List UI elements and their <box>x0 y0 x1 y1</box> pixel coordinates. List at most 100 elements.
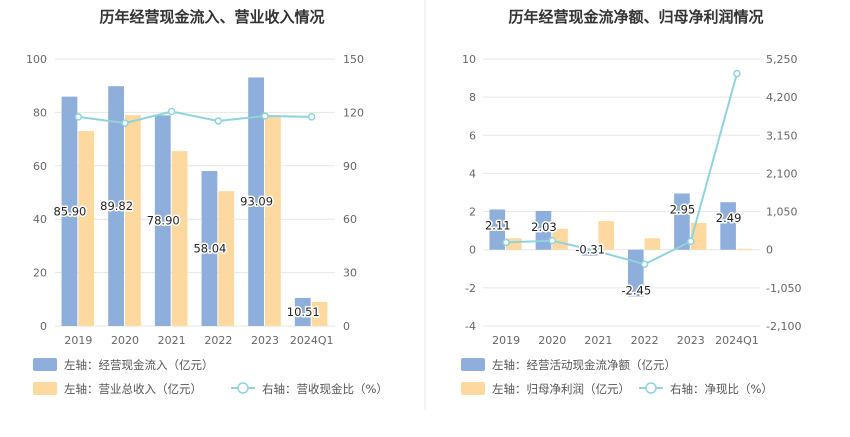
y-left-tick-label: 6 <box>469 129 476 142</box>
bar-secondary <box>552 228 568 250</box>
x-tick-label: 2020 <box>111 334 139 347</box>
y-right-tick-label: 0 <box>343 320 350 333</box>
y-left-tick-label: 100 <box>26 53 47 66</box>
y-right-tick-label: 3,150 <box>766 129 798 142</box>
bar-data-label: 2.95 <box>670 202 696 216</box>
y-right-tick-label: 0 <box>766 244 773 257</box>
legend-label: 左轴：营业总收入（亿元） <box>64 382 202 396</box>
y-right-tick-label: 150 <box>343 53 364 66</box>
y-left-tick-label: -4 <box>465 320 476 333</box>
legend-swatch-line-marker <box>237 382 249 394</box>
bar-secondary <box>78 131 95 326</box>
y-left-tick-label: 20 <box>33 267 47 280</box>
bar-data-label: -0.31 <box>575 243 605 257</box>
legend-label: 左轴：经营现金流入（亿元） <box>64 358 214 372</box>
line-point <box>594 247 603 256</box>
bar-secondary <box>265 115 281 326</box>
y-right-tick-label: -2,100 <box>766 320 801 333</box>
line-point <box>74 113 83 121</box>
y-right-tick-label: 120 <box>343 106 364 119</box>
bar-secondary <box>736 248 753 250</box>
bar-secondary <box>506 238 522 250</box>
legend-swatch-line-marker <box>645 382 657 394</box>
bar-secondary <box>218 191 235 326</box>
y-right-tick-label: 30 <box>343 267 357 280</box>
legend-label: 左轴：经营活动现金流净额（亿元） <box>492 358 676 372</box>
bar-primary <box>248 77 264 326</box>
line-point <box>733 69 741 78</box>
bar-primary <box>201 171 218 326</box>
bar-data-label: 85.90 <box>53 204 86 218</box>
bar-secondary <box>644 238 661 250</box>
line-point <box>167 107 176 116</box>
legend-swatch-secondary <box>33 382 57 395</box>
line-point <box>214 117 223 125</box>
x-tick-label: 2020 <box>538 334 566 347</box>
y-left-tick-label: -2 <box>465 282 476 295</box>
y-left-tick-label: 4 <box>469 167 476 180</box>
bar-primary <box>581 249 598 256</box>
y-right-tick-label: 4,200 <box>766 91 798 104</box>
bar-secondary <box>311 301 328 326</box>
line-point <box>307 113 316 121</box>
legend-label: 右轴：营收现金比（%） <box>262 382 388 396</box>
y-left-tick-label: 8 <box>469 91 476 104</box>
bar-data-label: 58.04 <box>193 242 226 256</box>
y-left-tick-label: 0 <box>40 320 47 333</box>
bar-data-label: 89.82 <box>100 199 133 213</box>
chart-title: 历年经营现金流入、营业收入情况 <box>99 8 324 26</box>
y-right-tick-label: 60 <box>343 213 357 226</box>
line-point <box>261 112 269 120</box>
y-left-tick-label: 60 <box>33 160 47 173</box>
y-left-tick-label: 2 <box>469 206 476 219</box>
x-tick-label: 2022 <box>204 334 232 347</box>
x-tick-label: 2021 <box>584 334 612 347</box>
line-point <box>548 236 556 245</box>
bar-primary <box>108 86 124 326</box>
bar-primary <box>720 202 736 250</box>
y-left-tick-label: 80 <box>33 106 47 119</box>
y-right-tick-label: -1,050 <box>766 282 801 295</box>
bar-data-label: -2.45 <box>621 283 651 297</box>
y-right-tick-label: 1,050 <box>766 206 798 219</box>
series-line <box>506 73 738 266</box>
series-line <box>78 110 312 125</box>
legend-swatch-primary <box>461 358 485 371</box>
x-tick-label: 2019 <box>492 334 520 347</box>
bar-primary <box>154 115 171 326</box>
bar-primary <box>674 193 690 250</box>
chart-title: 历年经营现金流净额、归母净利润情况 <box>508 8 763 26</box>
bar-data-label: 2.03 <box>531 220 557 234</box>
line-point <box>502 238 510 247</box>
x-tick-label: 2023 <box>677 334 705 347</box>
line-point <box>640 260 649 268</box>
x-tick-label: 2024Q1 <box>290 334 334 347</box>
bar-secondary <box>171 151 188 326</box>
y-right-tick-label: 5,250 <box>766 53 798 66</box>
x-tick-label: 2024Q1 <box>715 334 759 347</box>
x-tick-label: 2023 <box>251 334 279 347</box>
legend-label: 左轴：归母净利润（亿元） <box>492 382 630 396</box>
legend-swatch-secondary <box>461 382 485 395</box>
bar-data-label: 93.09 <box>240 195 273 209</box>
legend-swatch-primary <box>33 358 57 371</box>
legend-label: 右轴：净现比（%） <box>670 382 773 396</box>
y-left-tick-label: 0 <box>469 244 476 257</box>
bar-primary <box>489 209 506 250</box>
y-right-tick-label: 90 <box>343 160 357 173</box>
bar-secondary <box>598 221 615 250</box>
x-tick-label: 2021 <box>158 334 186 347</box>
bar-data-label: 10.51 <box>287 305 320 319</box>
y-right-tick-label: 2,100 <box>766 167 798 180</box>
bar-secondary <box>125 115 141 326</box>
y-left-tick-label: 40 <box>33 213 47 226</box>
line-point <box>121 119 129 127</box>
bar-primary <box>294 297 311 326</box>
line-point <box>687 237 695 246</box>
bar-primary <box>61 96 78 326</box>
y-left-tick-label: 10 <box>462 53 476 66</box>
x-tick-label: 2019 <box>64 334 92 347</box>
bar-data-label: 78.90 <box>147 214 180 228</box>
